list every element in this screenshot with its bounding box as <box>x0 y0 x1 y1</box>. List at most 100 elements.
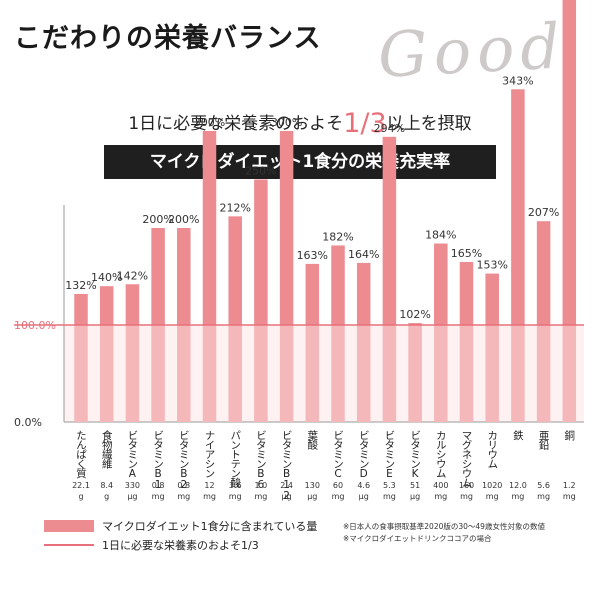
category-label: 食物繊維 <box>101 429 113 469</box>
bar <box>279 131 294 325</box>
category-label: カリウム <box>486 430 498 469</box>
bar-value-label: 164% <box>348 248 379 261</box>
amount-value: 330 <box>125 481 140 490</box>
bar-lower <box>254 325 268 422</box>
bar <box>228 216 242 325</box>
bar-value-label: 132% <box>65 279 96 292</box>
bar-value-label: 250% <box>245 165 276 178</box>
bar-value-label: 163% <box>297 249 328 262</box>
bar-lower <box>459 325 474 422</box>
bar-lower <box>125 325 140 422</box>
category-label: 亜鉛 <box>538 430 550 451</box>
bar <box>408 323 422 325</box>
bar <box>99 286 114 325</box>
bar-value-label: 165% <box>451 247 482 260</box>
amount-value: 1.0 <box>255 481 268 490</box>
bar-value-label: 142% <box>117 269 148 282</box>
amount-unit: µg <box>359 492 369 501</box>
amount-unit: mg <box>332 492 345 501</box>
category-label: 葉酸 <box>306 429 318 451</box>
bar-value-label: 200% <box>142 213 173 226</box>
bar-lower <box>202 325 217 422</box>
page-title: こだわりの栄養バランス <box>14 23 322 54</box>
bar <box>254 179 268 325</box>
amount-value: 3.6 <box>229 481 242 490</box>
bar-lower <box>151 325 165 422</box>
amount-value: 0.8 <box>177 481 190 490</box>
subtitle-before: 1日に必要な栄養素のおよそ <box>128 114 344 134</box>
subtitle-fraction: 1/3 <box>343 108 387 139</box>
category-label: たんぱく質 <box>75 430 87 479</box>
amount-unit: mg <box>229 492 242 501</box>
amount-value: 2.4 <box>280 481 293 490</box>
amount-value: 12.0 <box>509 481 527 490</box>
bar <box>177 228 191 325</box>
subtitle-after: 以上を摂取 <box>386 114 472 134</box>
bar-lower <box>511 325 525 422</box>
category-label: ビタミンE <box>383 430 395 479</box>
subtitle: 1日に必要な栄養素のおよそ1/3以上を摂取 <box>0 108 600 139</box>
bar <box>511 89 525 325</box>
bar-lower <box>382 325 397 422</box>
amount-unit: mg <box>203 492 216 501</box>
amount-value: 1020 <box>482 481 502 490</box>
amount-value: 400 <box>433 481 448 490</box>
bar-value-label: 184% <box>425 229 456 242</box>
amount-value: 51 <box>410 481 420 490</box>
bar <box>434 243 448 325</box>
bar <box>151 228 165 325</box>
bar <box>202 131 217 325</box>
bar-value-label: 294% <box>374 122 405 135</box>
bar-value-label: 343% <box>502 74 533 87</box>
bar <box>74 293 88 325</box>
amount-unit: mg <box>511 492 524 501</box>
bar-lower <box>74 325 88 422</box>
amount-unit: g <box>78 492 83 501</box>
amount-unit: mg <box>383 492 396 501</box>
legend-line-label: 1日に必要な栄養素のおよそ1/3 <box>102 539 259 552</box>
amount-unit: mg <box>152 492 165 501</box>
bar-value-label: 153% <box>476 259 507 272</box>
amount-unit: µg <box>307 492 317 501</box>
bar <box>356 262 371 325</box>
chart-banner: マイクロダイエット1食分の栄養充実率 <box>104 145 496 179</box>
category-label: カルシウム <box>435 430 447 478</box>
bar <box>331 245 345 325</box>
amount-unit: mg <box>254 492 267 501</box>
bar <box>459 261 474 325</box>
category-label: ビタミンB6 <box>255 430 267 490</box>
bar <box>305 263 320 325</box>
bar <box>382 136 397 325</box>
reference-band <box>64 325 584 422</box>
bar-lower <box>356 325 371 422</box>
bar-lower <box>177 325 191 422</box>
category-label: ビタミンB2 <box>178 430 190 490</box>
amount-value: 1.2 <box>563 481 576 490</box>
amount-unit: µg <box>410 492 420 501</box>
amount-value: 130 <box>305 481 320 490</box>
amount-unit: mg <box>460 492 473 501</box>
category-label: パントテン酸 <box>229 430 241 489</box>
bar-value-label: 102% <box>399 308 430 321</box>
bar <box>125 284 140 325</box>
zero-label: 0.0% <box>14 416 42 429</box>
category-label: ビタミンC <box>332 430 344 479</box>
amount-unit: mg <box>537 492 550 501</box>
bar <box>536 221 551 325</box>
category-label: ビタミンB12 <box>281 430 293 501</box>
amount-unit: µg <box>282 492 292 501</box>
category-label: ビタミンK <box>409 430 421 479</box>
legend-bar-label: マイクロダイエット1食分に含まれている量 <box>102 520 318 533</box>
category-label: ビタミンA <box>126 430 138 479</box>
amount-value: 160 <box>459 481 474 490</box>
legend-bar-swatch <box>44 520 94 532</box>
category-label: ビタミンD <box>358 430 370 479</box>
bar-lower <box>305 325 320 422</box>
amount-unit: g <box>104 492 109 501</box>
bar-lower <box>228 325 242 422</box>
bar-lower <box>536 325 551 422</box>
amount-value: 8.4 <box>100 481 113 490</box>
bar-value-label: 200% <box>168 213 199 226</box>
amount-unit: µg <box>127 492 137 501</box>
